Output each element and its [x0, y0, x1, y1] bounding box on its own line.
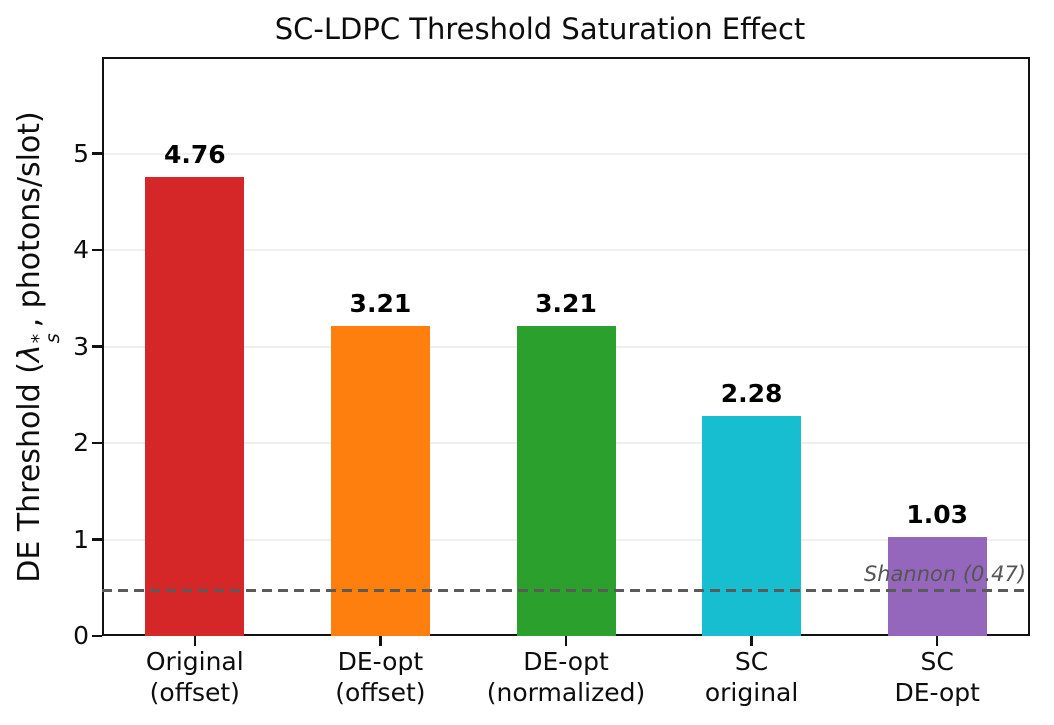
x-tick-label-sc-de-opt: SC DE-opt [894, 647, 980, 707]
x-tick-label-sc-original: SC original [704, 647, 799, 707]
x-tick-label-original-offset: Original (offset) [145, 647, 244, 707]
gridline-y-5 [102, 152, 1030, 155]
x-tick-mark-sc-original [750, 636, 753, 646]
y-tick-label-3: 3 [73, 331, 89, 361]
y-tick-mark-1 [92, 538, 102, 541]
gridline-y-4 [102, 249, 1030, 251]
x-tick-mark-de-opt-normalized [564, 636, 568, 646]
y-tick-mark-5 [92, 152, 102, 155]
shannon-limit-label: Shannon (0.47) [863, 562, 1026, 587]
bar-sc-de-opt [887, 536, 987, 636]
bar-de-opt-normalized [516, 326, 616, 636]
y-tick-mark-2 [92, 441, 102, 445]
y-tick-mark-0 [92, 634, 102, 638]
y-tick-label-4: 4 [73, 235, 89, 264]
bar-sc-original [702, 415, 802, 636]
y-tick-label-0: 0 [73, 621, 89, 650]
y-tick-label-1: 1 [73, 524, 89, 554]
x-tick-mark-sc-de-opt [935, 636, 939, 646]
x-tick-label-de-opt-normalized: DE-opt (normalized) [486, 647, 646, 707]
x-tick-mark-original-offset [193, 636, 197, 646]
bar-value-label-de-opt-offset: 3.21 [349, 289, 412, 319]
x-tick-label-de-opt-offset: DE-opt (offset) [335, 647, 426, 707]
plot-area: 4.76 3.21 3.21 2.28 1.03 Shannon (0.47) [102, 57, 1030, 636]
bar-value-label-sc-original: 2.28 [720, 378, 783, 408]
chart-title: SC-LDPC Threshold Saturation Effect [274, 12, 806, 46]
y-tick-mark-4 [92, 248, 102, 252]
bar-value-label-sc-de-opt: 1.03 [906, 499, 969, 529]
bar-value-label-de-opt-normalized: 3.21 [535, 289, 597, 319]
y-tick-mark-3 [92, 345, 102, 348]
y-tick-label-5: 5 [73, 138, 89, 168]
bar-value-label-original-offset: 4.76 [163, 139, 226, 169]
x-tick-mark-de-opt-offset [379, 636, 382, 646]
bar-de-opt-offset [330, 326, 430, 636]
shannon-limit-line [102, 589, 1030, 593]
y-tick-label-2: 2 [73, 428, 89, 457]
bar-original-offset [145, 176, 245, 636]
